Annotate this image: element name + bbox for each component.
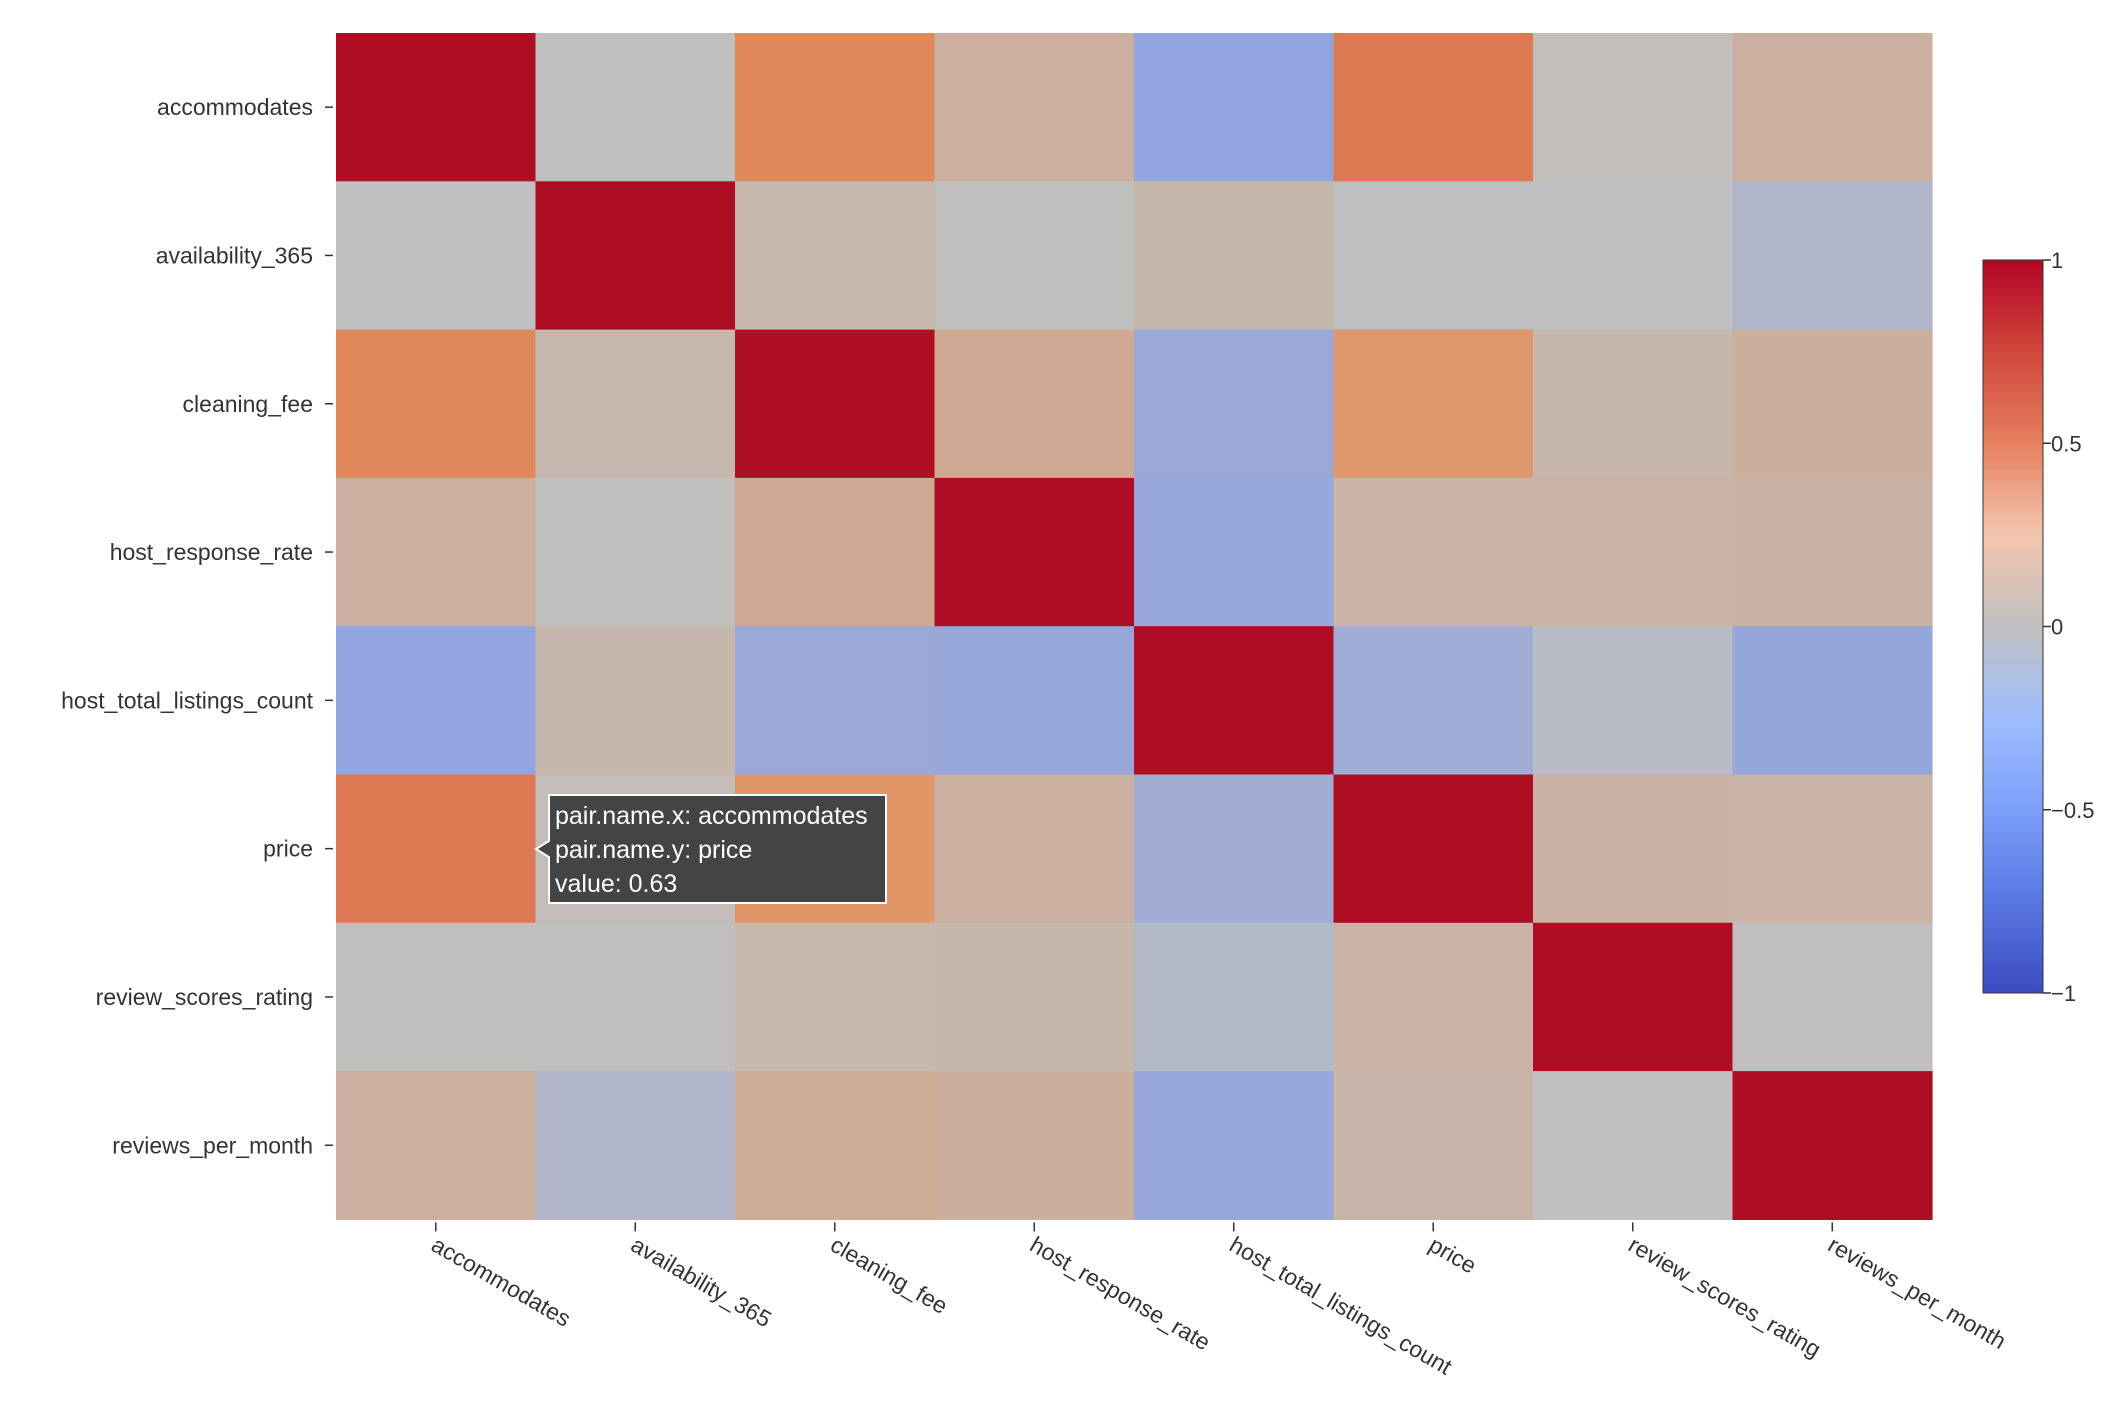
heatmap-cell-review_scores_rating-cleaning_fee[interactable] [735,922,936,1072]
y-tick-label: price [263,836,313,862]
heatmap-cell-host_response_rate-review_scores_rating[interactable] [1533,477,1734,627]
heatmap-cell-cleaning_fee-cleaning_fee[interactable] [735,329,936,479]
x-tick-label: availability_365 [627,1231,776,1332]
heatmap-cell-cleaning_fee-reviews_per_month[interactable] [1732,329,1933,479]
heatmap-cell-reviews_per_month-accommodates[interactable] [336,1071,537,1220]
heatmap-cell-host_response_rate-price[interactable] [1333,477,1534,627]
heatmap-cell-reviews_per_month-host_total_listings_count[interactable] [1134,1071,1335,1220]
heatmap-cell-cleaning_fee-availability_365[interactable] [535,329,736,479]
colorbar-tick-label: 1 [2051,248,2063,273]
tooltip-line-value: value: 0.63 [555,870,677,898]
heatmap-cell-reviews_per_month-host_response_rate[interactable] [934,1071,1135,1220]
heatmap-cell-cleaning_fee-review_scores_rating[interactable] [1533,329,1734,479]
heatmap-cell-availability_365-cleaning_fee[interactable] [735,181,936,331]
heatmap-cell-host_response_rate-host_response_rate[interactable] [934,477,1135,627]
heatmap-cell-reviews_per_month-price[interactable] [1333,1071,1534,1220]
heatmap-cell-host_total_listings_count-availability_365[interactable] [535,626,736,776]
colorbar-tick-label: 0 [2051,615,2063,640]
heatmap-cell-review_scores_rating-availability_365[interactable] [535,922,736,1072]
heatmap-cell-reviews_per_month-review_scores_rating[interactable] [1533,1071,1734,1220]
heatmap-cell-availability_365-reviews_per_month[interactable] [1732,181,1933,331]
heatmap-cell-accommodates-availability_365[interactable] [535,33,736,182]
heatmap-cell-accommodates-reviews_per_month[interactable] [1732,33,1933,182]
heatmap-cell-reviews_per_month-availability_365[interactable] [535,1071,736,1220]
heatmap-cell-availability_365-accommodates[interactable] [336,181,537,331]
colorbar-tick-label: 0.5 [2051,431,2082,456]
y-tick-label: host_response_rate [110,539,313,565]
heatmap-cell-host_total_listings_count-host_total_listings_count[interactable] [1134,626,1335,776]
x-tick-label: host_total_listings_count [1225,1231,1457,1380]
heatmap-cell-host_response_rate-host_total_listings_count[interactable] [1134,477,1335,627]
tooltip-box [534,794,887,904]
heatmap-cell-cleaning_fee-price[interactable] [1333,329,1534,479]
heatmap-cell-cleaning_fee-host_total_listings_count[interactable] [1134,329,1335,479]
heatmap-cell-host_response_rate-availability_365[interactable] [535,477,736,627]
heatmap-cells [336,33,1933,1220]
y-tick-label: availability_365 [156,242,313,268]
x-tick-label: host_response_rate [1026,1231,1215,1355]
heatmap-cell-availability_365-review_scores_rating[interactable] [1533,181,1734,331]
tooltip-line-x: pair.name.x: accommodates [555,802,868,830]
heatmap-cell-host_total_listings_count-accommodates[interactable] [336,626,537,776]
x-tick-label: accommodates [427,1231,575,1332]
heatmap-cell-cleaning_fee-host_response_rate[interactable] [934,329,1135,479]
heatmap-cell-availability_365-price[interactable] [1333,181,1534,331]
y-tick-label: review_scores_rating [96,984,313,1010]
heatmap-cell-accommodates-cleaning_fee[interactable] [735,33,936,182]
colorbar-gradient [1982,259,2044,994]
colorbar-tick-label: −0.5 [2051,798,2094,823]
heatmap-cell-host_response_rate-accommodates[interactable] [336,477,537,627]
colorbar: 1 0.5 0 −0.5 −1 [1982,248,2094,1006]
heatmap-cell-review_scores_rating-price[interactable] [1333,922,1534,1072]
x-tick-label: cleaning_fee [826,1231,952,1319]
colorbar-tick-label: −1 [2051,981,2076,1006]
heatmap-cell-review_scores_rating-host_total_listings_count[interactable] [1134,922,1335,1072]
heatmap-cell-price-review_scores_rating[interactable] [1533,774,1734,924]
heatmap-cell-availability_365-host_total_listings_count[interactable] [1134,181,1335,331]
heatmap-cell-availability_365-host_response_rate[interactable] [934,181,1135,331]
y-tick-label: host_total_listings_count [61,687,313,713]
x-axis: accommodates availability_365 cleaning_fee… [427,1222,2011,1380]
heatmap-cell-host_response_rate-cleaning_fee[interactable] [735,477,936,627]
y-tick-label: reviews_per_month [112,1132,313,1158]
heatmap-cell-host_total_listings_count-host_response_rate[interactable] [934,626,1135,776]
heatmap-cell-host_response_rate-reviews_per_month[interactable] [1732,477,1933,627]
heatmap-cell-review_scores_rating-host_response_rate[interactable] [934,922,1135,1072]
heatmap-cell-availability_365-availability_365[interactable] [535,181,736,331]
heatmap-cell-host_total_listings_count-price[interactable] [1333,626,1534,776]
heatmap-cell-reviews_per_month-cleaning_fee[interactable] [735,1071,936,1220]
heatmap-cell-review_scores_rating-accommodates[interactable] [336,922,537,1072]
heatmap-cell-review_scores_rating-review_scores_rating[interactable] [1533,922,1734,1072]
heatmap-cell-accommodates-accommodates[interactable] [336,33,537,182]
heatmap-cell-cleaning_fee-accommodates[interactable] [336,329,537,479]
heatmap-cell-price-host_response_rate[interactable] [934,774,1135,924]
heatmap-cell-reviews_per_month-reviews_per_month[interactable] [1732,1071,1933,1220]
y-tick-label: accommodates [157,94,313,120]
tooltip-line-y: pair.name.y: price [555,836,752,864]
heatmap-cell-host_total_listings_count-reviews_per_month[interactable] [1732,626,1933,776]
heatmap-cell-accommodates-host_response_rate[interactable] [934,33,1135,182]
y-tick-label: cleaning_fee [183,391,313,417]
heatmap-cell-price-price[interactable] [1333,774,1534,924]
x-tick-label: price [1425,1231,1481,1278]
heatmap-cell-host_total_listings_count-cleaning_fee[interactable] [735,626,936,776]
heatmap-cell-accommodates-review_scores_rating[interactable] [1533,33,1734,182]
y-axis: accommodates availability_365 cleaning_fee… [61,94,333,1158]
heatmap-cell-price-host_total_listings_count[interactable] [1134,774,1335,924]
x-tick-label: review_scores_rating [1624,1231,1825,1362]
heatmap-cell-accommodates-price[interactable] [1333,33,1534,182]
heatmap-cell-host_total_listings_count-review_scores_rating[interactable] [1533,626,1734,776]
heatmap-cell-review_scores_rating-reviews_per_month[interactable] [1732,922,1933,1072]
heatmap-cell-price-reviews_per_month[interactable] [1732,774,1933,924]
heatmap-cell-price-accommodates[interactable] [336,774,537,924]
heatmap-cell-accommodates-host_total_listings_count[interactable] [1134,33,1335,182]
x-tick-label: reviews_per_month [1824,1231,2011,1354]
hover-tooltip: pair.name.x: accommodates pair.name.y: p… [534,794,887,904]
